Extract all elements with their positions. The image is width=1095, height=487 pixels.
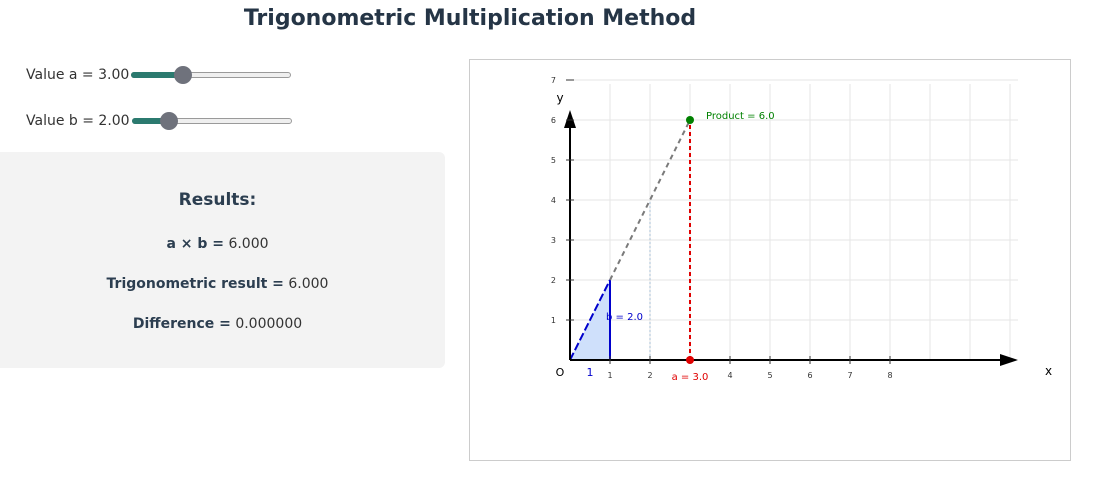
product-value-label: Product = 6.0 <box>706 111 775 122</box>
slider-b-thumb[interactable] <box>159 112 178 130</box>
slider-a-row: Value a = 3.00 <box>26 66 292 84</box>
difference-result-label: Difference = <box>132 316 231 332</box>
product-result: a × b = 6.000 <box>0 236 445 252</box>
y-tick-label: 5 <box>551 156 556 165</box>
y-tick-label: 4 <box>551 196 556 205</box>
unit-length-label: 1 <box>587 366 594 379</box>
x-axis-arrow <box>1000 354 1018 366</box>
b-value-label: b = 2.0 <box>606 312 643 323</box>
triangle-hypotenuse <box>569 279 611 361</box>
trig-result-value: 6.000 <box>288 276 329 292</box>
results-heading: Results: <box>178 190 257 210</box>
slider-b-label: Value b = 2.00 <box>26 113 130 129</box>
slider-a-thumb[interactable] <box>173 66 192 84</box>
x-tick-label: 6 <box>807 371 812 380</box>
a-value-label: a = 3.0 <box>672 372 709 383</box>
slider-b[interactable] <box>131 112 292 130</box>
difference-result-value: 0.000000 <box>235 316 303 332</box>
x-tick-label: 8 <box>887 371 892 380</box>
product-result-label: a × b = <box>166 236 224 252</box>
page-title: Trigonometric Multiplication Method <box>243 6 697 31</box>
product-result-value: 6.000 <box>228 236 269 252</box>
slider-a-label: Value a = 3.00 <box>26 67 130 83</box>
y-tick-label: 1 <box>551 316 556 325</box>
x-axis-label: x <box>1045 364 1052 378</box>
trig-result-label: Trigonometric result = <box>106 276 284 292</box>
results-panel: Results: a × b = 6.000 Trigonometric res… <box>0 152 445 368</box>
y-axis-arrow <box>564 110 576 128</box>
a-point <box>686 356 694 364</box>
slider-a-fill <box>131 72 183 78</box>
x-tick-label: 5 <box>767 371 772 380</box>
product-point <box>686 116 694 124</box>
slider-b-fill <box>131 118 169 124</box>
y-tick-label: 2 <box>551 276 556 285</box>
plot-frame: 1 2 4 5 6 7 8 1 2 3 4 5 6 7 x y O 1 b = 2.0 a = 3.0 Product … <box>469 59 1071 461</box>
trig-plot: 1 2 4 5 6 7 8 1 2 3 4 5 6 7 x y O 1 b = 2.0 a = 3.0 Product … <box>551 76 1052 383</box>
x-tick-label: 7 <box>847 371 852 380</box>
y-tick-label: 7 <box>551 76 556 85</box>
slider-b-row: Value b = 2.00 <box>26 112 292 130</box>
x-tick-label: 1 <box>607 371 612 380</box>
slider-a[interactable] <box>131 66 292 84</box>
y-axis-label: y <box>556 91 563 105</box>
x-tick-label: 4 <box>727 371 732 380</box>
difference-result: Difference = 0.000000 <box>0 316 445 332</box>
trig-result: Trigonometric result = 6.000 <box>0 276 445 292</box>
x-tick-label: 2 <box>647 371 652 380</box>
y-tick-label: 6 <box>551 116 556 125</box>
y-tick-label: 3 <box>551 236 556 245</box>
origin-label: O <box>556 366 565 379</box>
extension-line <box>609 119 691 281</box>
